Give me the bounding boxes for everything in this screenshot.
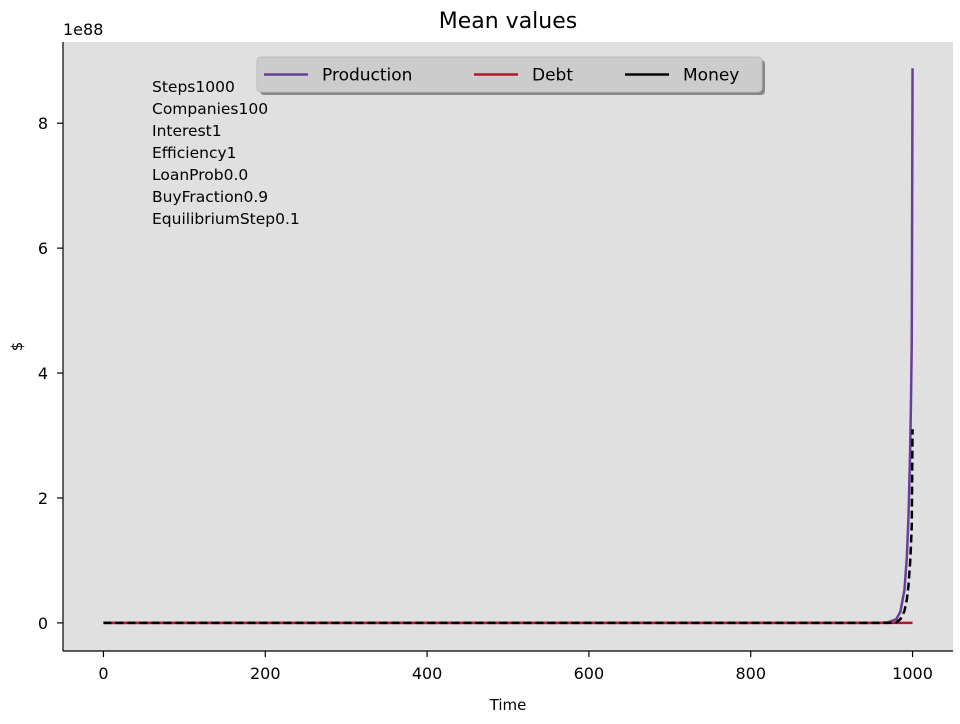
annotation-line: Companies100 [152,100,268,118]
y-tick-label: 8 [38,114,48,133]
x-axis-label: Time [489,696,527,714]
annotation-line: LoanProb0.0 [152,166,248,184]
annotation-line: EquilibriumStep0.1 [152,210,300,228]
legend-label-production: Production [322,66,412,86]
chart-title: Mean values [439,9,578,34]
y-tick-label: 2 [38,489,48,508]
axes: 0 200 400 600 800 1000 0 2 4 6 8 [38,42,953,683]
y-tick-label: 4 [38,364,48,383]
y-axis-offset-label: 1e88 [63,20,103,39]
x-tick-label: 1000 [892,664,933,683]
plot-area [63,42,953,651]
series-line-money [103,429,914,625]
x-tick-label: 600 [574,664,605,683]
annotation-line: Efficiency1 [152,144,237,162]
x-tick-label: 200 [250,664,281,683]
y-axis-label: $ [8,342,26,352]
legend: Production Debt Money [256,56,765,95]
parameter-annotations: Steps1000 Companies100 Interest1 Efficiency… [152,78,300,228]
series-layer [103,68,914,625]
legend-label-debt: Debt [532,66,573,86]
legend-label-money: Money [683,66,739,86]
y-tick-label: 6 [38,239,48,258]
x-tick-label: 0 [98,664,108,683]
annotation-line: Interest1 [152,122,222,140]
annotation-line: Steps1000 [152,78,235,96]
annotation-line: BuyFraction0.9 [152,188,268,206]
x-tick-label: 400 [412,664,443,683]
y-tick-label: 0 [38,614,48,633]
x-tick-label: 800 [735,664,766,683]
